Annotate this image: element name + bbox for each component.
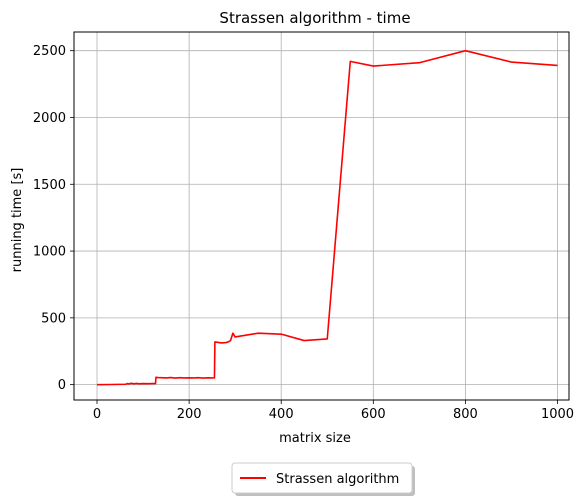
y-axis-label: running time [s] (10, 168, 25, 273)
grid-lines (74, 32, 569, 400)
y-tick-label: 0 (58, 378, 66, 393)
x-tick-label: 600 (361, 407, 386, 422)
x-tick-label: 800 (453, 407, 478, 422)
plot-frame (73, 31, 570, 401)
series-layer (97, 49, 558, 386)
y-tick-label: 2000 (33, 111, 66, 126)
chart-title: Strassen algorithm - time (219, 9, 410, 27)
x-axis-label: matrix size (279, 431, 351, 446)
x-axis-ticks: 0 200 400 600 800 1000 (93, 400, 574, 422)
y-tick-label: 1000 (33, 245, 66, 260)
legend: Strassen algorithm (231, 462, 415, 496)
x-tick-label: 0 (93, 407, 101, 422)
y-tick-label: 500 (41, 311, 66, 326)
series-line-0 (97, 49, 558, 386)
x-tick-label: 200 (177, 407, 202, 422)
y-tick-label: 1500 (33, 178, 66, 193)
y-axis-ticks: 0 500 1000 1500 2000 2500 (33, 44, 74, 393)
x-tick-label: 400 (269, 407, 294, 422)
legend-box (231, 462, 413, 494)
legend-entry-label: Strassen algorithm (276, 472, 399, 487)
y-tick-label: 2500 (33, 44, 66, 59)
x-tick-label: 1000 (541, 407, 574, 422)
